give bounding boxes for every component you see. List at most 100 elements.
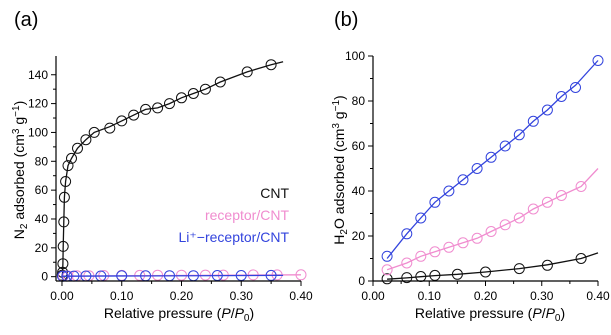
y-tick-label: 100 <box>345 49 365 63</box>
panel-b-y-axis-label: H2O adsorbed (cm3 g−1) <box>331 95 350 244</box>
panel-a-y-axis-label: N2 adsorbed (cm3 g−1) <box>11 101 30 240</box>
series-fit-line-cnt <box>387 252 599 280</box>
y-tick-label: 60 <box>352 139 366 153</box>
panel-b-x-axis-label: Relative pressure (P/P0) <box>415 305 565 324</box>
data-point-cnt <box>62 160 74 172</box>
data-point-cnt <box>57 240 69 252</box>
panel-a-plot-area <box>56 59 307 282</box>
data-point-cnt <box>164 98 175 110</box>
y-tick-label: 0 <box>41 270 48 284</box>
y-tick-label: 80 <box>352 94 366 108</box>
data-point-li-receptor-cnt <box>443 185 455 197</box>
data-point-li-receptor-cnt <box>471 163 483 174</box>
data-point-receptor-cnt <box>527 203 539 215</box>
x-tick-label: 0.20 <box>474 289 498 303</box>
data-point-cnt <box>72 142 83 154</box>
data-point-cnt <box>451 268 463 280</box>
data-point-cnt <box>57 266 69 278</box>
x-tick-label: 0.30 <box>230 289 254 303</box>
data-point-receptor-cnt <box>415 250 427 262</box>
data-point-cnt <box>58 191 70 203</box>
legend-item-li-receptor-cnt: Li⁺−receptor/CNT <box>179 229 290 245</box>
y-tick-label: 140 <box>28 68 48 82</box>
data-point-receptor-cnt <box>295 269 307 281</box>
data-point-cnt <box>80 134 92 146</box>
y-tick-label: 40 <box>352 184 366 198</box>
data-point-receptor-cnt <box>541 196 553 208</box>
data-point-cnt <box>199 83 211 95</box>
panel-b: (b) 0.00 0.10 0.20 0.30 0.40 0 20 40 60 80 100 Rel… <box>331 9 610 324</box>
x-tick-label: 0.10 <box>418 289 442 303</box>
data-point-cnt <box>214 76 226 88</box>
data-point-li-receptor-cnt <box>592 55 604 66</box>
data-point-receptor-cnt <box>575 181 587 192</box>
data-point-cnt <box>480 266 491 278</box>
data-point-receptor-cnt <box>443 241 455 253</box>
panel-a: (a) 0.00 0.10 0.20 0.30 0.40 0 20 40 60 80 100 120 1… <box>11 9 313 324</box>
data-point-li-receptor-cnt <box>429 196 441 208</box>
data-point-li-receptor-cnt <box>541 104 553 116</box>
x-tick-label: 0.40 <box>289 289 313 303</box>
data-point-li-receptor-cnt <box>401 228 413 240</box>
data-point-cnt <box>116 115 128 127</box>
data-point-cnt <box>88 126 100 138</box>
data-point-receptor-cnt <box>513 212 525 224</box>
data-point-li-receptor-cnt <box>485 151 497 163</box>
data-point-cnt <box>57 258 69 270</box>
panel-a-label: (a) <box>14 9 38 31</box>
y-tick-label: 100 <box>28 125 48 139</box>
y-tick-label: 40 <box>35 212 49 226</box>
series-fit-line-li-receptor-cnt <box>61 274 284 277</box>
x-tick-label: 0.00 <box>361 289 385 303</box>
legend-item-cnt: CNT <box>260 185 289 201</box>
data-point-cnt <box>128 109 140 121</box>
data-point-li-receptor-cnt <box>381 250 393 262</box>
data-point-li-receptor-cnt <box>513 129 525 141</box>
x-tick-label: 0.00 <box>50 289 74 303</box>
panel-a-legend: CNT receptor/CNT Li⁺−receptor/CNT <box>179 185 290 245</box>
data-point-cnt <box>140 103 152 115</box>
data-point-cnt <box>401 272 413 284</box>
data-point-cnt <box>265 59 277 71</box>
data-point-cnt <box>575 253 587 264</box>
data-point-li-receptor-cnt <box>570 82 581 93</box>
data-point-cnt <box>241 66 253 78</box>
data-point-cnt <box>58 216 70 228</box>
data-point-cnt <box>176 92 187 104</box>
data-point-li-receptor-cnt <box>555 91 567 102</box>
y-tick-label: 80 <box>35 154 49 168</box>
legend-item-receptor-cnt: receptor/CNT <box>205 207 289 223</box>
data-point-cnt <box>60 176 72 187</box>
x-tick-label: 0.30 <box>530 289 554 303</box>
panel-b-axes: 0.00 0.10 0.20 0.30 0.40 0 20 40 60 80 100 <box>345 49 610 303</box>
panel-b-label: (b) <box>334 9 358 31</box>
y-tick-label: 20 <box>352 229 366 243</box>
data-point-receptor-cnt <box>485 226 497 237</box>
x-tick-label: 0.10 <box>110 289 134 303</box>
series-fit-line-receptor-cnt <box>386 168 599 271</box>
series-fit-line-li-receptor-cnt <box>386 60 599 259</box>
data-point-li-receptor-cnt <box>457 174 469 186</box>
data-point-cnt <box>541 259 553 271</box>
data-point-receptor-cnt <box>471 232 483 244</box>
y-tick-label: 0 <box>358 274 365 288</box>
panel-a-axes: 0.00 0.10 0.20 0.30 0.40 0 20 40 60 80 100 120 140 <box>28 56 313 303</box>
data-point-receptor-cnt <box>555 190 567 201</box>
y-tick-label: 60 <box>35 183 49 197</box>
data-point-cnt <box>381 273 393 285</box>
data-point-cnt <box>104 122 116 134</box>
y-tick-label: 120 <box>28 97 48 111</box>
x-tick-label: 0.20 <box>170 289 194 303</box>
y-tick-label: 20 <box>35 241 49 255</box>
panel-a-x-axis-label: Relative pressure (P/P0) <box>104 305 254 324</box>
series-fit-line-cnt <box>61 61 284 277</box>
data-point-li-receptor-cnt <box>527 115 539 127</box>
data-point-cnt <box>66 152 77 164</box>
data-point-receptor-cnt <box>429 246 441 258</box>
data-point-li-receptor-cnt <box>499 140 511 152</box>
data-point-cnt <box>187 88 199 99</box>
data-point-cnt <box>152 102 164 114</box>
panel-b-plot-area <box>381 55 604 285</box>
